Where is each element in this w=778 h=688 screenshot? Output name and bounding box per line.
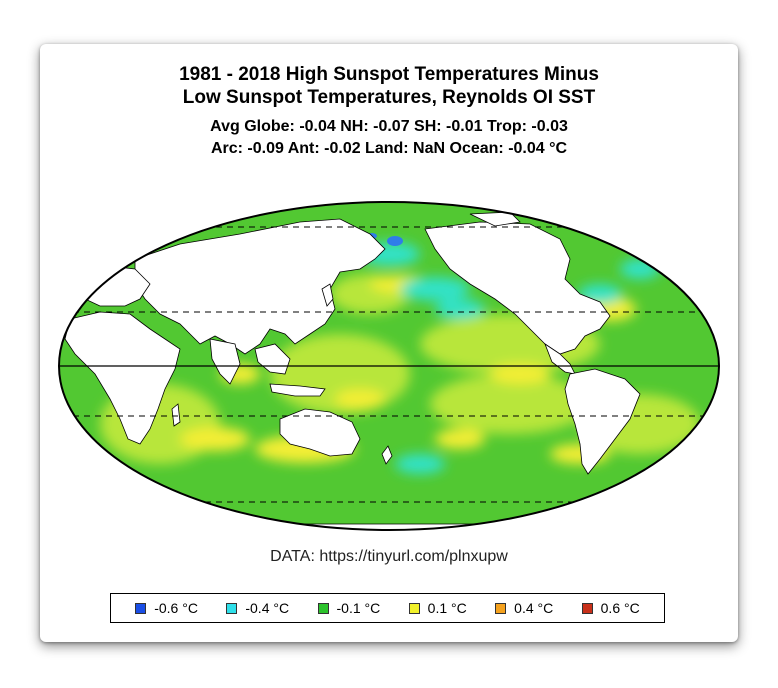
stats-line-1: Avg Globe: -0.04 NH: -0.07 SH: -0.01 Tro… [210, 118, 568, 135]
land-australia [279, 408, 361, 457]
legend-label: -0.1 °C [336, 600, 381, 616]
land-africa [64, 311, 181, 445]
chart-title-line-2: Low Sunspot Temperatures, Reynolds OI SS… [182, 87, 596, 108]
chart-title-line-1: 1981 - 2018 High Sunspot Temperatures Mi… [179, 64, 599, 85]
legend-swatch [581, 602, 593, 614]
land-japan [321, 283, 334, 307]
land-antarctica [59, 523, 719, 530]
land-north-america [424, 221, 611, 355]
world-map [58, 201, 720, 531]
figure-card: 1981 - 2018 High Sunspot Temperatures Mi… [40, 44, 738, 642]
land-madagascar [171, 403, 181, 427]
legend-label: 0.1 °C [427, 600, 467, 616]
warm-patch [335, 389, 385, 409]
warm-patch [180, 427, 250, 451]
legend-item: -0.6 °C [135, 600, 198, 616]
legend-item: 0.6 °C [581, 600, 640, 616]
land-arctic-islands [469, 211, 521, 227]
legend-label: 0.4 °C [514, 600, 554, 616]
land-india [209, 338, 241, 385]
land-new-zealand [381, 445, 393, 465]
legend-swatch [495, 602, 507, 614]
strong-cool-spot [387, 236, 403, 246]
warm-patch [435, 429, 485, 449]
legend-label: -0.4 °C [245, 600, 290, 616]
legend: -0.6 °C -0.4 °C -0.1 °C 0.1 °C 0.4 °C 0.… [110, 593, 665, 623]
legend-item: 0.1 °C [408, 600, 467, 616]
land-indonesia [269, 383, 326, 397]
legend-swatch [226, 602, 238, 614]
globe-outline [58, 201, 720, 531]
cool-patch [395, 454, 445, 474]
warm-patch [490, 364, 550, 384]
stats-line-2: Arc: -0.09 Ant: -0.02 Land: NaN Ocean: -… [210, 140, 568, 157]
anomaly-patch [430, 374, 590, 434]
legend-swatch [135, 602, 147, 614]
legend-swatch [317, 602, 329, 614]
legend-item: 0.4 °C [495, 600, 553, 616]
map-clipped-content [59, 202, 719, 530]
legend-item: -0.1 °C [317, 600, 381, 616]
cool-patch [400, 277, 470, 301]
data-source: DATA: https://tinyurl.com/plnxupw [270, 548, 508, 565]
cool-patch [435, 299, 485, 319]
legend-item: -0.4 °C [226, 600, 289, 616]
land-asia [134, 218, 386, 355]
land-south-america [564, 368, 641, 475]
legend-label: 0.6 °C [600, 600, 640, 616]
legend-swatch [408, 602, 420, 614]
legend-label: -0.6 °C [154, 600, 198, 616]
